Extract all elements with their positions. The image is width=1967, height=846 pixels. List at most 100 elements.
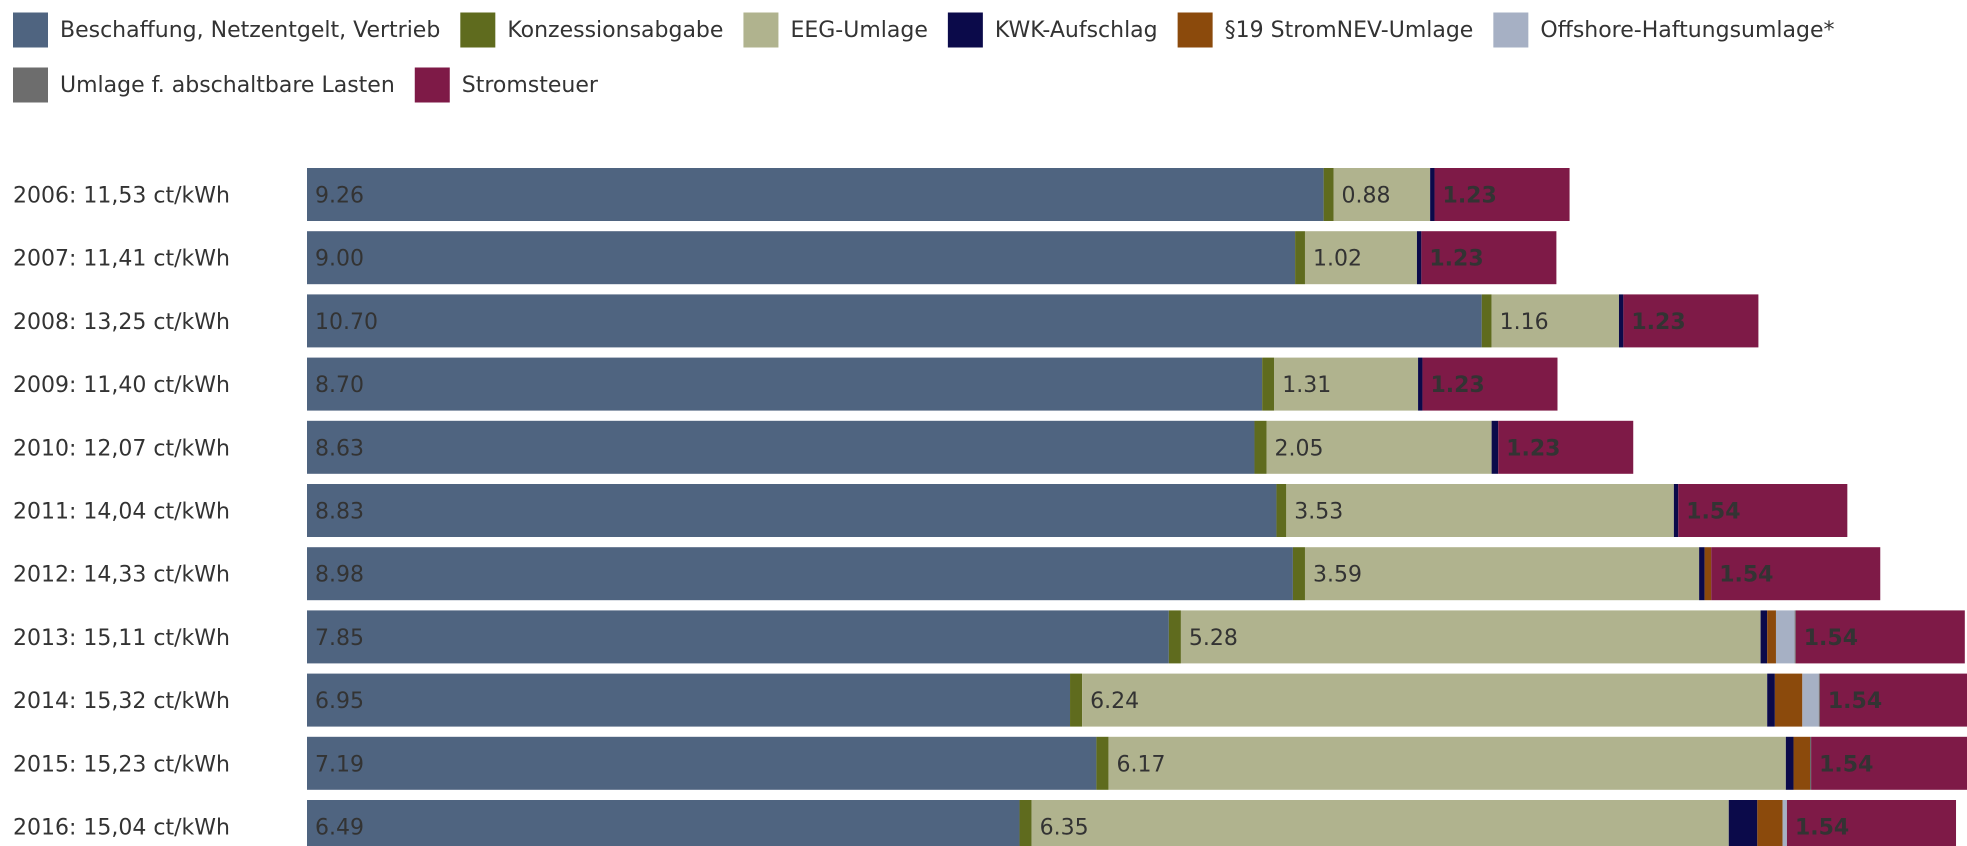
- bar-segment: [1819, 673, 1967, 727]
- legend-item: Offshore-Haftungsumlage*: [1493, 12, 1835, 48]
- bar-segment: [1304, 231, 1417, 285]
- bar-segment: [1795, 610, 1965, 664]
- value-label: 6.95: [315, 689, 364, 714]
- bar-segment: [1304, 547, 1700, 601]
- legend-item: EEG-Umlage: [743, 12, 928, 48]
- bar-segment: [1070, 673, 1083, 727]
- category-label: 2008: 13,25 ct/kWh: [13, 310, 230, 335]
- bar-segment: [1168, 610, 1181, 664]
- value-label: 1.31: [1282, 373, 1331, 398]
- value-label: 3.53: [1294, 500, 1343, 525]
- category-label: 2014: 15,32 ct/kWh: [13, 689, 230, 714]
- bar-segment: [1728, 800, 1758, 846]
- bar-segment: [1254, 420, 1267, 474]
- bar-segment: [307, 168, 1324, 221]
- category-label: 2012: 14,33 ct/kWh: [13, 563, 230, 588]
- value-label: 1.54: [1795, 816, 1849, 841]
- legend-item: Konzessionsabgabe: [460, 12, 723, 48]
- category-label: 2006: 11,53 ct/kWh: [13, 184, 230, 209]
- legend-swatch: [743, 12, 779, 48]
- bar-segment: [1760, 610, 1768, 664]
- bar-segment: [1623, 294, 1759, 348]
- legend-item: KWK-Aufschlag: [947, 12, 1158, 48]
- bar-segment: [1422, 357, 1558, 411]
- legend-swatch: [947, 12, 983, 48]
- value-label: 5.28: [1189, 626, 1238, 651]
- bar-segment: [1673, 484, 1679, 537]
- value-label: 10.70: [315, 310, 378, 335]
- category-label: 2016: 15,04 ct/kWh: [13, 816, 230, 841]
- bar-segment: [307, 294, 1482, 348]
- value-label: 1.54: [1828, 689, 1882, 714]
- legend-item: Umlage f. abschaltbare Lasten: [13, 67, 395, 103]
- bar-segment: [1678, 484, 1848, 537]
- bar-segment: [1286, 484, 1674, 537]
- category-label: 2009: 11,40 ct/kWh: [13, 373, 230, 398]
- legend-swatch: [13, 12, 48, 48]
- legend-swatch: [13, 67, 48, 103]
- bar-segment: [1811, 736, 1967, 790]
- bar-segment: [1096, 736, 1109, 790]
- bar-segment: [307, 800, 1020, 846]
- value-label: 1.54: [1686, 500, 1740, 525]
- value-label: 3.59: [1313, 563, 1362, 588]
- bar-segment: [1794, 610, 1796, 664]
- value-label: 6.17: [1116, 752, 1165, 777]
- bar-segment: [1262, 357, 1275, 411]
- bar-segment: [1775, 610, 1795, 664]
- bar-segment: [1416, 231, 1422, 285]
- value-label: 8.83: [315, 500, 364, 525]
- bar-segment: [1786, 800, 1957, 846]
- legend-label: Stromsteuer: [462, 73, 599, 98]
- value-label: 1.02: [1313, 247, 1362, 272]
- value-label: 1.23: [1506, 436, 1560, 461]
- bar-segment: [1082, 673, 1768, 727]
- bar-segment: [1421, 231, 1557, 285]
- bar-segment: [1699, 547, 1705, 601]
- value-label: 7.19: [315, 752, 364, 777]
- bar-segment: [1108, 736, 1786, 790]
- value-label: 1.54: [1804, 626, 1858, 651]
- legend-swatch: [1177, 12, 1213, 48]
- bar-segment: [1618, 294, 1624, 348]
- bar-segment: [1818, 673, 1820, 727]
- legend-item: Beschaffung, Netzentgelt, Vertrieb: [13, 12, 440, 48]
- bar-segment: [1292, 547, 1305, 601]
- bar-segment: [1180, 610, 1761, 664]
- bar-segment: [1295, 231, 1305, 285]
- legend-label: Umlage f. abschaltbare Lasten: [60, 73, 395, 98]
- bar-segment: [1785, 736, 1794, 790]
- legend: Beschaffung, Netzentgelt, Vertrieb Konzes…: [13, 12, 1835, 103]
- bar-segment: [1767, 673, 1775, 727]
- bar-segment: [1810, 736, 1812, 790]
- value-label: 1.54: [1719, 563, 1773, 588]
- bar-segment: [1498, 420, 1634, 474]
- value-label: 9.00: [315, 247, 364, 272]
- bar-segment: [1704, 547, 1712, 601]
- value-label: 7.85: [315, 626, 364, 651]
- value-label: 8.98: [315, 563, 364, 588]
- bar-segment: [1266, 420, 1492, 474]
- legend-label: Konzessionsabgabe: [507, 18, 723, 43]
- bar-segment: [1767, 610, 1776, 664]
- legend-label: §19 StromNEV-Umlage: [1225, 18, 1474, 43]
- bar-segment: [307, 420, 1255, 474]
- bar-segment: [307, 610, 1169, 664]
- value-label: 0.88: [1342, 184, 1391, 209]
- value-label: 1.23: [1429, 247, 1483, 272]
- legend-label: EEG-Umlage: [790, 18, 927, 43]
- bar-segment: [1418, 357, 1423, 411]
- bar-segment: [1434, 168, 1570, 221]
- legend-label: KWK-Aufschlag: [995, 18, 1158, 43]
- bar-segment: [1711, 547, 1881, 601]
- legend-item: Stromsteuer: [414, 67, 599, 103]
- bar-segment: [1333, 168, 1431, 221]
- bar-segment: [307, 736, 1097, 790]
- legend-swatch: [460, 12, 496, 48]
- value-label: 6.49: [315, 816, 364, 841]
- value-label: 1.23: [1631, 310, 1685, 335]
- value-label: 6.24: [1090, 689, 1139, 714]
- bar-segment: [1802, 673, 1819, 727]
- bar-segment: [1491, 294, 1619, 348]
